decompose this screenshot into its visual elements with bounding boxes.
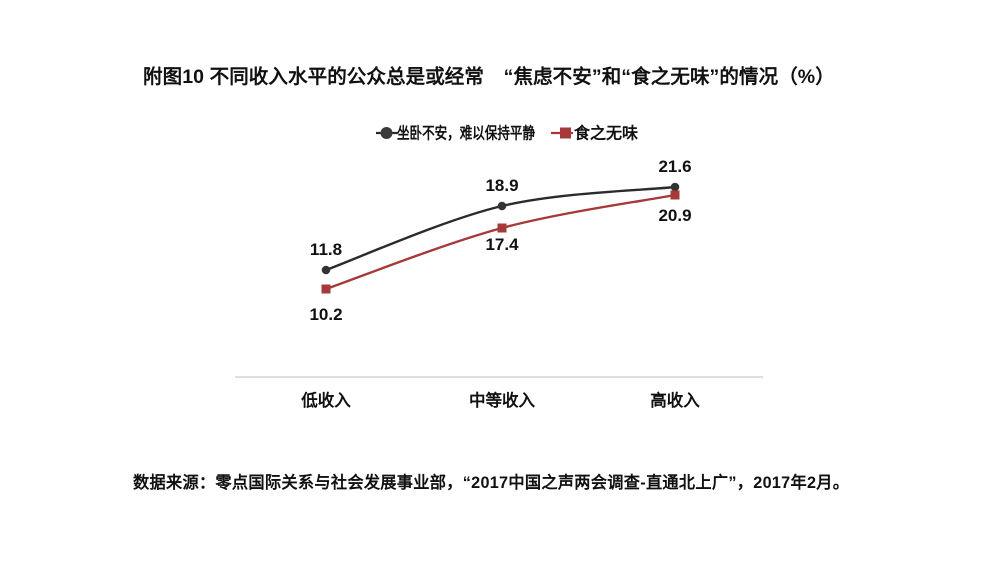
svg-text:21.6: 21.6 <box>658 157 691 176</box>
svg-text:低收入: 低收入 <box>300 390 351 410</box>
svg-text:11.8: 11.8 <box>310 240 342 259</box>
svg-text:坐卧不安，难以保持平静: 坐卧不安，难以保持平静 <box>397 124 535 143</box>
svg-text:18.9: 18.9 <box>485 176 518 195</box>
svg-text:20.9: 20.9 <box>658 206 691 225</box>
svg-text:食之无味: 食之无味 <box>573 124 638 143</box>
svg-text:高收入: 高收入 <box>650 390 700 410</box>
svg-text:中等收入: 中等收入 <box>469 390 536 410</box>
svg-text:17.4: 17.4 <box>485 235 519 254</box>
svg-text:10.2: 10.2 <box>309 305 342 324</box>
